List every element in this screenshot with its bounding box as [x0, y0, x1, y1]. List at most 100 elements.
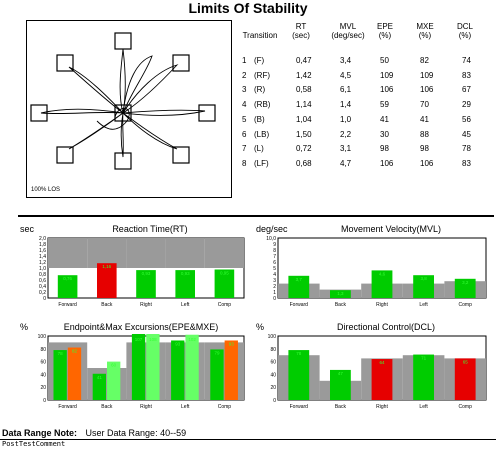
data-label: 71: [421, 356, 427, 361]
category-label: Right: [140, 302, 152, 308]
data-label: 3,8: [420, 276, 427, 281]
epe-bar: [131, 334, 146, 400]
table-cell: (LB): [254, 129, 270, 139]
y-tick-label: 40: [270, 372, 276, 378]
y-tick-label: 20: [40, 385, 46, 391]
y-tick-label: 20: [270, 385, 276, 391]
table-cell: 1,42: [296, 70, 312, 80]
table-cell: 1,50: [296, 129, 312, 139]
y-tick-label: 10,0: [266, 236, 276, 242]
chart-title: Movement Velocity(MVL): [340, 224, 442, 234]
table-cell: 82: [420, 56, 429, 65]
target-box: [172, 146, 190, 164]
trace-canvas: 100% LOS: [30, 32, 216, 193]
table-cell: 106: [420, 85, 434, 95]
post-test-comment: PostTestComment: [2, 440, 66, 448]
y-tick-label: 100: [38, 334, 47, 340]
epe-label: 107: [135, 337, 143, 342]
y-tick-label: 3: [273, 278, 276, 284]
y-tick-label: 1,2: [39, 260, 46, 266]
y-tick-label: 0,6: [39, 278, 46, 284]
data-bar: [97, 263, 117, 298]
table-cell: 3: [242, 85, 247, 95]
data-label: 0,93: [181, 271, 190, 276]
category-label: Right: [140, 404, 152, 410]
category-label: Left: [181, 404, 190, 410]
mxe-bar: [224, 340, 238, 400]
unit-label: %: [256, 322, 265, 332]
y-tick-label: 1: [273, 290, 276, 296]
table-header: (%): [378, 31, 392, 40]
table-cell: 0,68: [296, 158, 312, 168]
y-tick-label: 6: [273, 260, 276, 266]
table-header: RT: [295, 22, 307, 31]
data-label: 4,6: [379, 271, 386, 276]
table-cell: 106: [420, 158, 434, 168]
y-tick-label: 0: [43, 296, 46, 302]
y-tick-label: 80: [270, 347, 276, 353]
bar-chart: 0 20 40 60 80 100 78 Forward 47 Back 64 Right 71 Left…: [268, 334, 487, 410]
table-cell: 59: [380, 100, 389, 110]
epe-bar: [53, 350, 67, 400]
table-cell: 0,72: [296, 144, 312, 154]
normative-range: [204, 238, 244, 268]
table-header: DCL: [456, 22, 473, 31]
mxe-label: 60: [111, 363, 117, 368]
table-cell: 106: [380, 158, 394, 168]
category-label: Left: [181, 302, 190, 308]
data-bar: [413, 354, 434, 400]
table-cell: 98: [380, 144, 389, 154]
sway-trace-path: [122, 112, 178, 150]
table-cell: (F): [254, 56, 265, 65]
table-header: (%): [458, 31, 472, 40]
category-label: Forward: [290, 404, 309, 410]
table-cell: 6,1: [340, 85, 352, 95]
epe-label: 41: [97, 375, 103, 380]
table-cell: 98: [420, 144, 429, 154]
y-tick-label: 8: [273, 248, 276, 254]
data-bar: [57, 275, 78, 298]
y-tick-label: 80: [40, 347, 46, 353]
directional-control-panel: % Directional Control(DCL) 0 20 40 60 80 100 78 F…: [256, 322, 492, 418]
sway-trace-path: [122, 64, 179, 114]
data-label: 64: [379, 360, 385, 365]
data-bar: [454, 278, 476, 298]
category-label: Right: [376, 302, 388, 308]
unit-label: sec: [20, 224, 35, 234]
sway-trace-path: [119, 48, 126, 114]
mxe-bar: [107, 361, 121, 400]
trace-scale-label: 100% LOS: [31, 187, 60, 193]
y-tick-label: 0,2: [39, 290, 46, 296]
table-cell: 4,5: [340, 70, 352, 80]
table-header: (deg/sec): [331, 31, 365, 40]
category-label: Back: [101, 302, 113, 308]
table-header: MXE: [416, 22, 434, 31]
table-cell: 41: [380, 114, 389, 124]
table-cell: 5: [242, 114, 247, 124]
category-label: Back: [101, 404, 113, 410]
table-cell: 109: [380, 70, 394, 80]
table-header: MVL: [339, 22, 357, 31]
table-cell: (L): [254, 144, 264, 154]
table-cell: 45: [462, 129, 471, 139]
unit-label: deg/sec: [256, 224, 288, 234]
normative-range: [126, 238, 166, 268]
chart-title: Directional Control(DCL): [336, 322, 436, 332]
data-label: 1,16: [102, 264, 111, 269]
target-box: [114, 32, 132, 50]
category-label: Comp: [459, 404, 473, 410]
data-label: 47: [338, 371, 344, 376]
y-tick-label: 2: [273, 284, 276, 290]
mxe-label: 93: [229, 341, 235, 346]
data-label: 65: [463, 359, 469, 364]
normative-range: [48, 238, 88, 268]
data-range-note-label: Data Range Note:: [2, 428, 78, 438]
chart-title: Endpoint&Max Excursions(EPE&MXE): [63, 322, 219, 332]
table-cell: 2,2: [340, 129, 352, 139]
epe-bar: [92, 373, 107, 400]
table-cell: 30: [380, 129, 389, 139]
table-cell: 50: [380, 56, 389, 65]
data-label: 0,93: [142, 271, 151, 276]
table-header: (sec): [292, 31, 310, 40]
